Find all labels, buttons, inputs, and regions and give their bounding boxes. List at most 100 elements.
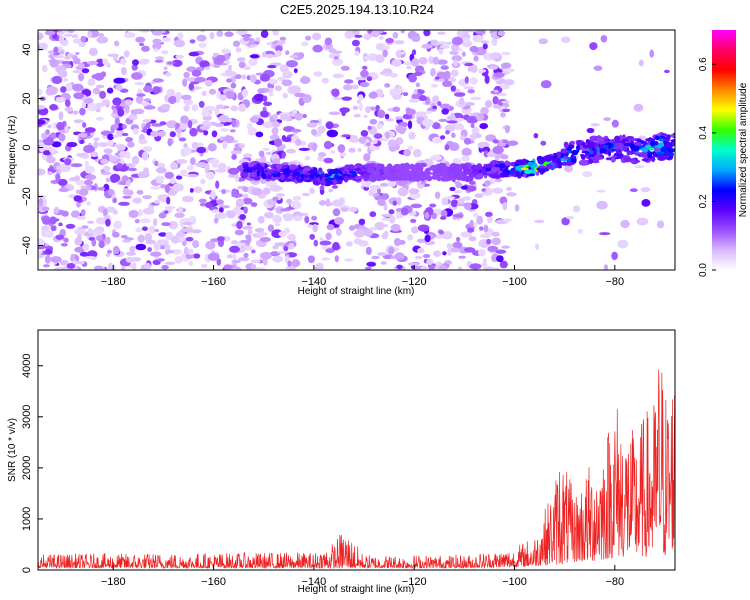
spectrogram-cell: [268, 78, 278, 85]
spectrogram-cell: [164, 184, 170, 193]
spectrogram-cell: [272, 245, 279, 250]
spectrogram-cell: [277, 76, 286, 81]
spectrogram-cell: [432, 136, 443, 144]
spectrogram-cell: [243, 193, 249, 200]
spectrogram-cell: [246, 122, 253, 130]
spectrogram-cell: [440, 65, 449, 70]
spectrogram-cell: [107, 188, 115, 196]
spectrogram-cell: [448, 247, 461, 253]
signal-cell: [400, 174, 405, 181]
spectrogram-cell: [67, 30, 75, 34]
spectrogram-cell: [63, 237, 69, 243]
spectrogram-cell: [259, 251, 272, 260]
spectrogram-cell: [189, 127, 198, 137]
spectrogram-cell: [142, 195, 152, 200]
signal-cell: [511, 168, 516, 172]
spectrogram-cell: [324, 37, 333, 46]
spectrogram-cell: [309, 233, 316, 240]
signal-cell: [249, 171, 257, 178]
spectrogram-cell: [249, 116, 259, 124]
spectrogram-cell: [164, 210, 169, 214]
x-tick-label: −160: [201, 576, 226, 588]
signal-cell: [381, 176, 388, 181]
spectrogram-cell: [122, 239, 131, 243]
spectrogram-cell: [265, 53, 275, 59]
spectrogram-cell: [494, 267, 499, 270]
spectrogram-cell: [586, 127, 595, 134]
spectrogram-cell: [281, 152, 286, 159]
spectrogram-cell: [348, 147, 356, 153]
signal-cell: [660, 133, 668, 137]
signal-cell: [667, 148, 675, 153]
signal-cell: [521, 158, 527, 166]
spectrogram-cell: [116, 144, 126, 151]
spectrogram-cell: [460, 185, 468, 190]
spectrogram-cell: [353, 229, 365, 238]
spectrogram-cell: [49, 216, 57, 225]
spectrogram-cell: [222, 140, 228, 150]
spectrogram-cell: [599, 232, 611, 236]
spectrogram-cell: [39, 42, 48, 50]
spectrogram-cell: [332, 208, 341, 217]
spectrogram-cell: [323, 140, 333, 150]
spectrogram-cell: [63, 158, 72, 166]
spectrogram-cell: [343, 84, 353, 91]
signal-cell: [571, 149, 579, 156]
signal-cell: [354, 176, 361, 180]
spectrogram-cell: [199, 125, 210, 131]
spectrogram-cell: [143, 105, 156, 110]
signal-cell: [432, 172, 441, 176]
spectrogram-cell: [485, 211, 493, 217]
signal-cell: [639, 151, 649, 158]
y-tick-label: 2000: [21, 456, 33, 480]
colorbar-gradient: [712, 30, 736, 270]
spectrogram-cell: [348, 225, 356, 231]
spectrogram-cell: [207, 252, 220, 261]
spectrogram-cell: [74, 246, 86, 253]
spectrogram-cell: [96, 36, 109, 44]
spectrogram-cell: [47, 171, 53, 176]
spectrogram-cell: [81, 225, 89, 229]
spectrogram-cell: [216, 236, 225, 242]
spectrogram-cell: [344, 258, 353, 262]
spectrogram-cell: [312, 32, 322, 41]
spectrogram-cell: [106, 62, 111, 68]
spectrogram-cell: [170, 235, 180, 244]
spectrogram-cell: [125, 251, 137, 256]
spectrogram-cell: [150, 186, 161, 190]
spectrogram-cell: [400, 51, 405, 55]
spectrogram-cell: [326, 202, 333, 206]
spectrogram-cell: [503, 79, 515, 86]
spectrogram-cell: [493, 89, 499, 93]
spectrogram-cell: [262, 95, 268, 102]
spectrogram-cell: [114, 117, 120, 125]
spectrogram-cell: [656, 220, 665, 229]
spectrogram-cell: [482, 146, 491, 153]
spectrogram-cell: [455, 182, 463, 189]
spectrogram-cell: [79, 139, 85, 144]
spectrogram-cell: [122, 124, 127, 130]
spectrogram-cell: [413, 71, 423, 76]
spectrogram-cell: [407, 145, 413, 151]
spectrogram-cell: [428, 56, 435, 64]
spectrogram-cell: [491, 231, 500, 237]
spectrogram-cell: [364, 266, 372, 270]
spectrogram-cell: [269, 184, 282, 192]
spectrogram-cell: [468, 236, 477, 242]
spectrogram-cell: [640, 187, 651, 193]
spectrogram-cell: [198, 100, 205, 108]
signal-cell: [475, 174, 484, 178]
y-tick-label: 0: [21, 144, 33, 150]
spectrogram-cell: [423, 30, 431, 37]
spectrogram-cell: [412, 149, 422, 158]
signal-cell: [648, 138, 656, 141]
spectrogram-cell: [341, 96, 353, 101]
spectrogram-cell: [230, 105, 238, 112]
spectrogram-cell: [262, 101, 273, 107]
spectrogram-cell: [449, 50, 459, 55]
signal-cell: [580, 154, 586, 160]
spectrogram-cell: [166, 196, 171, 205]
colorbar-tick-label: 0.4: [698, 125, 709, 139]
snr-frame: [37, 329, 676, 571]
spectrogram-cell: [394, 252, 405, 260]
